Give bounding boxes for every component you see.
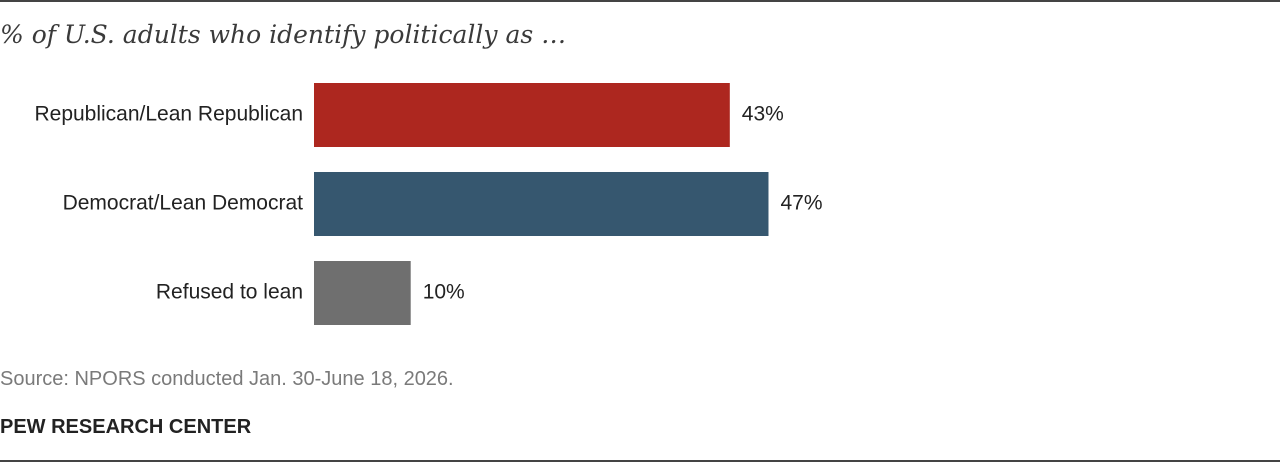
organization-name: PEW RESEARCH CENTER [0, 416, 252, 438]
bar-chart: Republican/Lean Republican 43% Democrat/Le… [0, 70, 1280, 345]
source-note: Source: NPORS conducted Jan. 30-June 18,… [0, 368, 454, 390]
value-label: 47% [780, 192, 822, 215]
bar [314, 172, 769, 236]
chart-title: % of U.S. adults who identify politicall… [0, 20, 567, 49]
category-label: Refused to lean [156, 281, 303, 304]
bar [314, 83, 730, 147]
bottom-rule [0, 460, 1280, 462]
top-rule [0, 0, 1280, 2]
value-label: 43% [742, 103, 784, 126]
bar-chart-svg: Republican/Lean Republican 43% Democrat/Le… [34, 83, 823, 325]
category-label: Republican/Lean Republican [34, 103, 303, 126]
category-label: Democrat/Lean Democrat [63, 192, 304, 215]
value-label: 10% [423, 281, 465, 304]
bar [314, 261, 411, 325]
